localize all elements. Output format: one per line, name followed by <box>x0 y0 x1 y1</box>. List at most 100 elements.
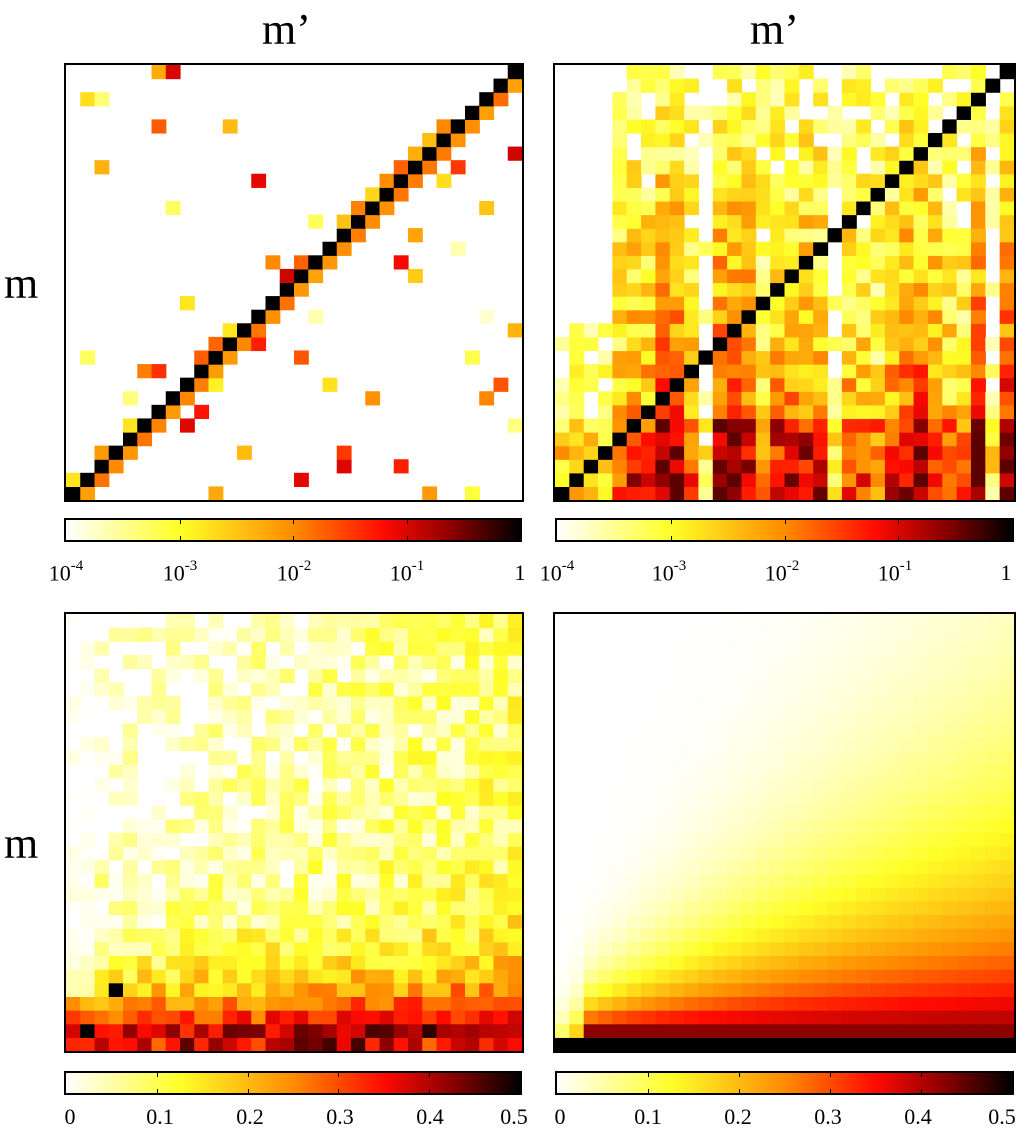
bl-cell <box>222 996 238 1011</box>
br-cell <box>655 873 671 888</box>
tr-cell <box>741 282 757 297</box>
bl-cell <box>322 941 338 957</box>
tr-cell <box>899 364 915 379</box>
tr-cell <box>985 445 1001 460</box>
tr-cell <box>755 459 771 474</box>
cb-tr-tick-mark <box>898 536 899 540</box>
tr-cell <box>669 105 685 120</box>
br-cell <box>784 928 800 943</box>
bl-cell <box>294 736 309 752</box>
tr-cell <box>626 309 642 324</box>
br-cell <box>583 982 599 997</box>
bl-cell <box>123 723 138 738</box>
br-cell <box>985 941 1001 957</box>
bl-cell <box>66 900 81 916</box>
br-cell <box>913 805 929 820</box>
br-cell <box>827 873 843 888</box>
bl-cell <box>94 928 110 943</box>
tr-cell <box>985 432 1001 447</box>
bl-cell <box>436 996 452 1011</box>
bl-cell <box>322 914 338 929</box>
bl-cell <box>251 832 267 847</box>
bl-cell <box>493 955 509 970</box>
tl-cell <box>393 160 409 175</box>
bl-cell <box>507 914 522 929</box>
tr-cell <box>870 282 886 297</box>
br-cell <box>985 887 1001 902</box>
br-cell <box>856 641 872 656</box>
bl-cell <box>507 709 522 724</box>
br-cell <box>927 900 943 916</box>
tr-cell <box>970 255 986 270</box>
tr-cell <box>655 404 671 420</box>
bl-cell <box>294 791 309 806</box>
br-cell <box>927 723 943 738</box>
cb-br-tick-4: 0.4 <box>904 1104 932 1129</box>
br-cell <box>712 654 728 670</box>
bl-cell <box>208 928 224 943</box>
bl-cell <box>237 777 252 793</box>
br-cell <box>956 736 972 752</box>
tr-cell <box>985 459 1001 474</box>
tr-cell <box>712 309 728 324</box>
tr-cell <box>755 214 771 229</box>
bl-cell <box>507 1023 522 1038</box>
br-cell <box>884 695 900 711</box>
bl-cell <box>237 955 252 970</box>
tr-cell <box>956 486 972 500</box>
tr-cell <box>956 282 972 297</box>
br-cell <box>712 764 728 779</box>
bl-cell <box>180 969 195 984</box>
br-cell <box>827 627 843 642</box>
bl-cell <box>137 887 153 902</box>
tr-cell <box>755 432 771 447</box>
br-cell <box>913 1037 929 1051</box>
bl-cell <box>322 873 338 888</box>
tr-cell <box>655 78 671 93</box>
br-cell <box>985 969 1001 984</box>
br-cell <box>870 955 886 970</box>
bl-cell <box>208 832 224 847</box>
bl-cell <box>137 627 153 642</box>
bl-cell <box>479 969 495 984</box>
tr-cell <box>770 336 786 352</box>
tr-cell <box>770 459 786 474</box>
bl-cell <box>507 928 522 943</box>
tr-cell <box>970 78 986 93</box>
br-cell <box>999 682 1014 697</box>
bl-cell <box>507 627 522 642</box>
br-cell <box>956 900 972 916</box>
tr-cell <box>899 472 915 487</box>
br-cell <box>884 750 900 765</box>
bl-cell <box>165 873 181 888</box>
tl-cell <box>436 132 452 148</box>
tr-cell <box>684 391 700 406</box>
tr-cell <box>770 255 786 270</box>
bl-cell <box>151 818 167 834</box>
tr-cell <box>641 119 656 134</box>
bl-cell <box>194 887 210 902</box>
tr-cell <box>727 336 743 352</box>
cb-br-tick-mark <box>830 1073 831 1077</box>
tr-cell <box>899 132 915 148</box>
tr-cell <box>655 418 671 433</box>
tr-cell <box>798 459 814 474</box>
tr-cell <box>655 459 671 474</box>
br-cell <box>841 928 857 943</box>
bl-cell <box>194 873 210 888</box>
bl-cell <box>180 791 195 806</box>
tr-cell <box>798 214 814 229</box>
br-cell <box>841 832 857 847</box>
bl-cell <box>365 982 381 997</box>
tr-cell <box>655 187 671 202</box>
tr-cell <box>899 200 915 216</box>
tr-cell <box>856 296 872 311</box>
br-cell <box>841 764 857 779</box>
tr-cell <box>684 432 700 447</box>
bl-cell <box>194 668 210 683</box>
bl-cell <box>351 668 366 683</box>
bl-cell <box>80 928 96 943</box>
tr-cell <box>813 445 829 460</box>
br-cell <box>641 887 656 902</box>
bl-cell <box>507 832 522 847</box>
